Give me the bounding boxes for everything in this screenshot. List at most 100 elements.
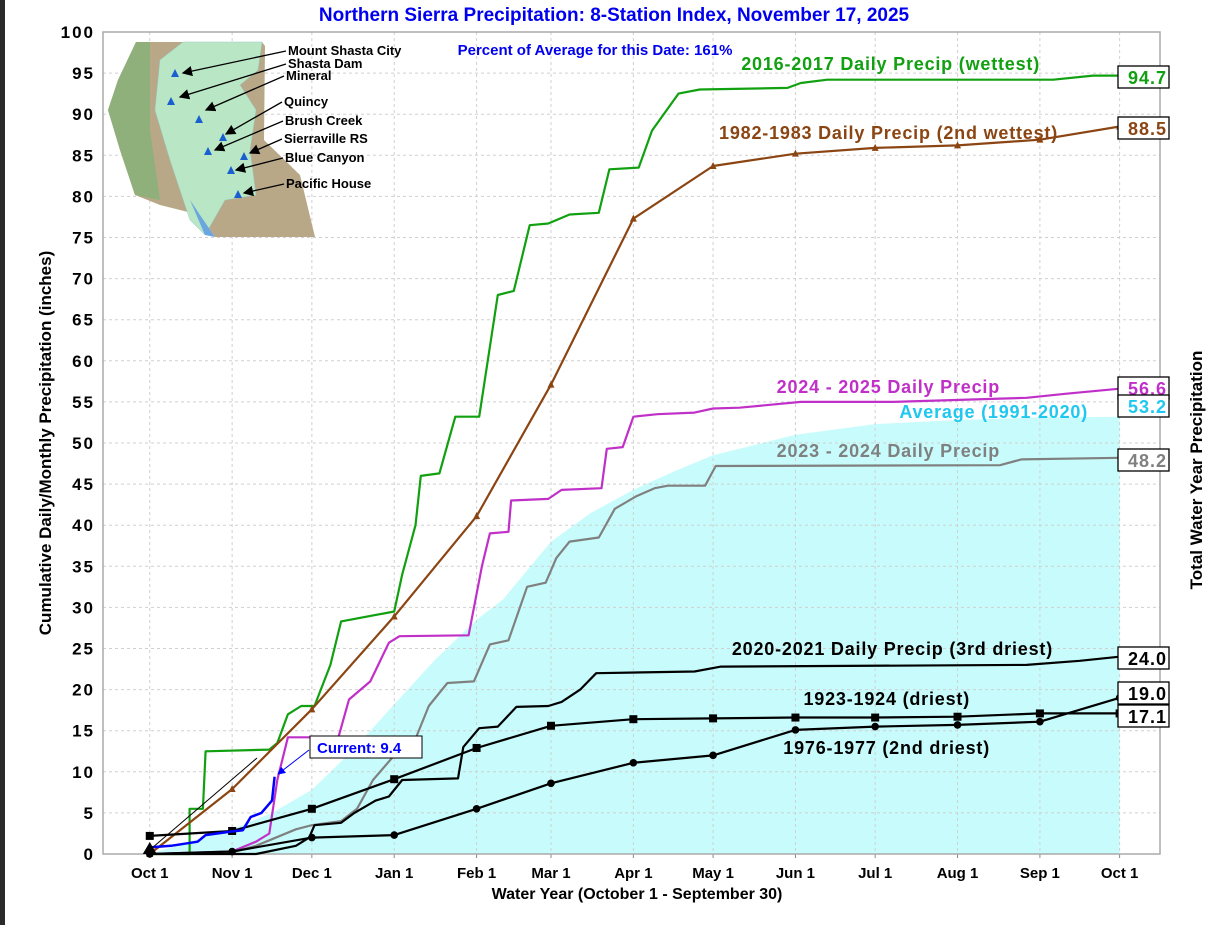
x-tick-label: Mar 1 [531,865,570,882]
station-triangle-icon [167,97,175,105]
series-label: 1976-1977 (2nd driest) [783,738,990,758]
total-box [1117,681,1170,705]
x-tick-label: May 1 [692,865,734,882]
station-arrow [178,63,287,100]
series-label: 2024 - 2025 Daily Precip [777,377,1000,397]
y-tick-label: 35 [72,557,95,576]
current-label: Current: 9.4 [317,740,402,757]
total-box [1117,646,1170,670]
data-point-square [1035,709,1044,718]
station-triangle-icon [234,190,242,198]
data-point-square [953,712,962,721]
y-tick-label: 65 [72,311,95,330]
data-point-circle [629,758,638,767]
y-tick-label: 20 [72,681,95,700]
x-tick-label: Feb 1 [457,865,496,882]
y-tick-label: 40 [72,516,95,535]
data-point-triangle [1036,135,1044,143]
data-point-square [791,713,800,722]
data-point-triangle [629,214,637,222]
total-box [1117,448,1170,472]
data-point-triangle [547,380,555,388]
data-point-triangle [473,512,481,520]
chart-title: Northern Sierra Precipitation: 8-Station… [319,5,910,26]
x-axis-label: Water Year (October 1 - September 30) [492,886,783,903]
station-label: Brush Creek [285,113,363,128]
data-point-square [546,721,555,730]
station-label: Mineral [286,68,332,83]
current-guide-line [152,757,258,848]
station-arrow [204,75,285,112]
y-tick-label: 45 [72,475,95,494]
x-tick-label: Nov 1 [212,865,253,882]
series-line [149,387,1120,856]
x-tick-label: Jun 1 [776,865,815,882]
station-arrow [181,50,287,77]
data-point-triangle [308,705,316,713]
station-triangle-icon [195,115,203,123]
data-point-circle [953,721,962,729]
y-tick-label: 60 [72,352,95,371]
x-tick-label: Dec 1 [292,865,332,882]
station-label: Mount Shasta City [288,43,402,58]
data-point-triangle [390,612,398,620]
y-tick-label: 30 [72,598,95,617]
data-point-circle [791,726,800,734]
y-tick-label: 90 [72,105,95,124]
y-axis-label: Cumulative Daily/Monthly Precipitation (… [36,251,55,635]
data-point-circle [228,847,236,856]
total-box [1117,116,1170,140]
x-tick-label: Sep 1 [1020,865,1060,882]
total-value: 19.0 [1128,684,1167,704]
average-area [149,416,1120,854]
data-point-circle [308,833,316,842]
x-tick-label: Apr 1 [614,865,652,882]
plot-frame [102,31,1161,855]
x-tick-label: Aug 1 [937,865,979,882]
y-tick-label: 25 [72,640,95,659]
total-value: 94.7 [1128,68,1167,88]
station-label: Sierraville RS [284,131,368,146]
y-tick-label: 95 [72,64,95,83]
y-tick-label: 0 [84,845,95,864]
station-triangle-icon [219,133,227,141]
total-value: 17.1 [1128,707,1167,727]
y-tick-label: 15 [72,722,95,741]
y-tick-label: 55 [72,393,95,412]
y-tick-label: 50 [72,434,95,453]
y-tick-label: 70 [72,270,95,289]
data-point-square [145,831,154,840]
total-value: 48.2 [1128,451,1167,471]
station-triangle-icon [240,152,248,160]
series-line [149,655,1120,856]
data-point-circle [871,722,879,731]
current-box [309,735,423,759]
map-coast-range [108,42,160,200]
station-triangle-icon [227,166,235,174]
station-label: Quincy [284,94,329,109]
station-arrow [234,157,284,173]
station-triangle-icon [171,69,179,77]
total-box [1117,65,1170,89]
y-axis-label-right: Total Water Year Precipitation [1187,351,1206,590]
station-label: Blue Canyon [285,150,365,165]
average-label: Average (1991-2020) [899,402,1088,422]
total-value: 88.5 [1128,119,1167,139]
data-point-circle [547,779,555,788]
current-arrow [277,749,310,775]
data-point-square [472,743,481,752]
series-label: 1982-1983 Daily Precip (2nd wettest) [719,123,1058,143]
data-point-circle [709,751,717,760]
data-point-triangle [871,143,879,151]
total-value: 53.2 [1128,397,1167,417]
data-point-square [709,714,718,723]
window-edge [0,0,5,925]
series-label: 2020-2021 Daily Precip (3rd driest) [732,639,1053,659]
y-tick-label: 5 [84,804,95,823]
data-point-circle [1036,717,1044,726]
y-tick-label: 85 [72,146,95,165]
series-label: 1923-1924 (driest) [804,689,971,709]
data-point-triangle [791,149,799,157]
data-point-square [629,715,638,724]
